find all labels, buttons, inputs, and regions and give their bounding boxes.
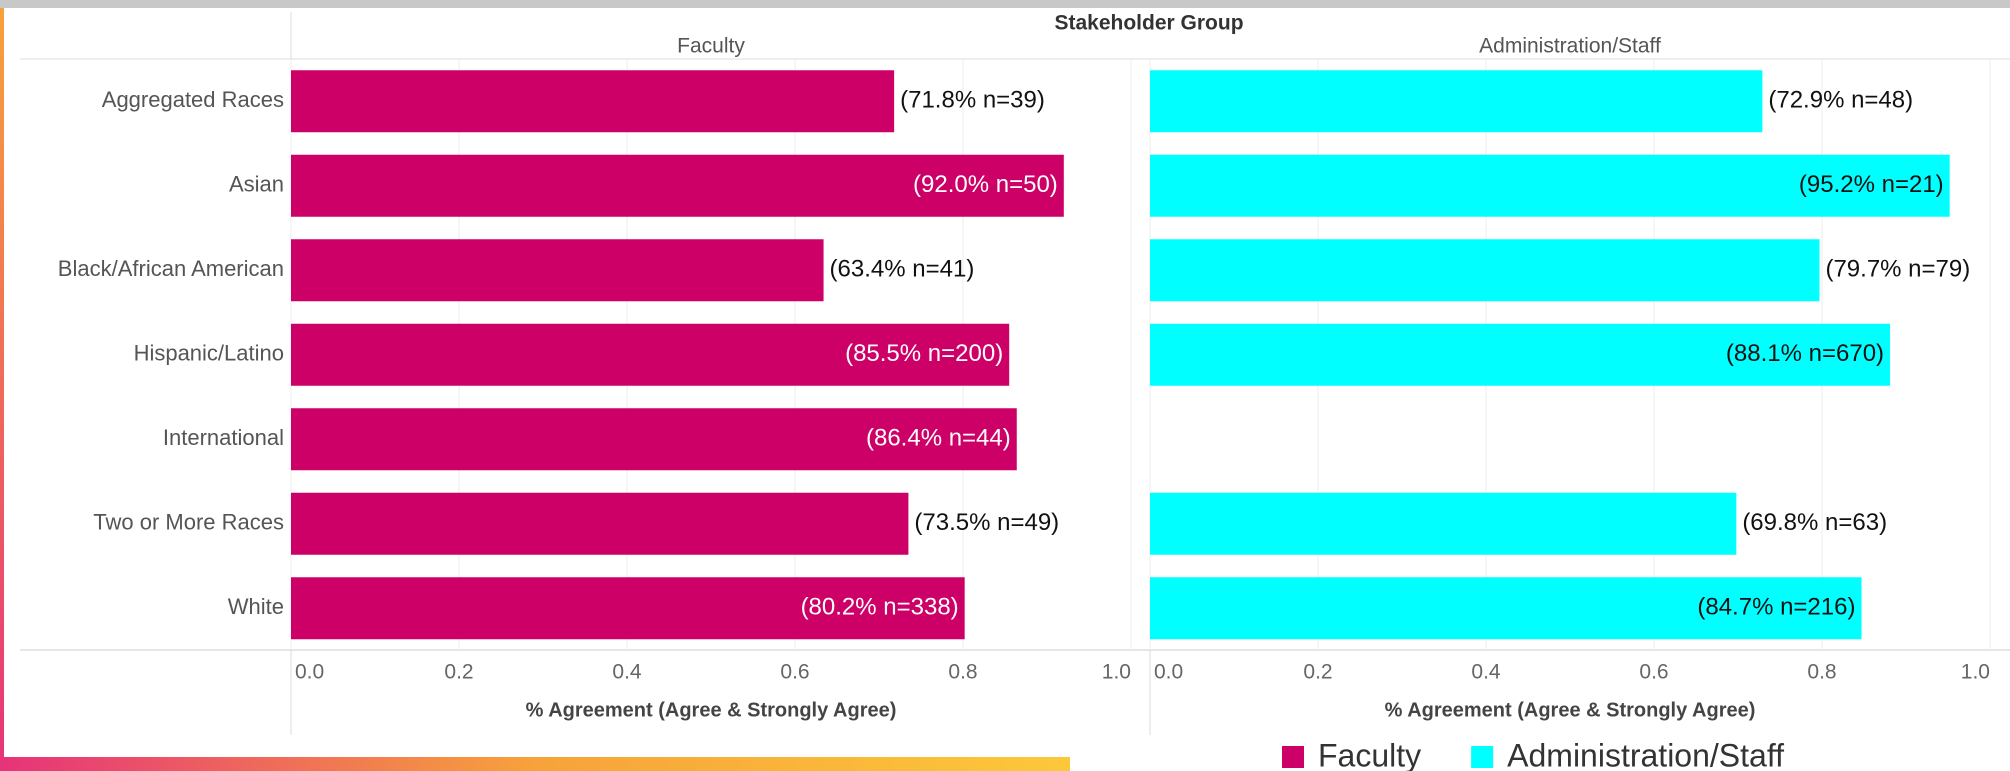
value-label: (92.0% n=50) <box>913 171 1058 198</box>
category-label: Hispanic/Latino <box>134 341 284 366</box>
x-tick-label: 0.4 <box>612 661 642 684</box>
x-tick-label: 0.2 <box>444 661 473 684</box>
x-tick-label: 0.0 <box>295 661 324 684</box>
left-border <box>0 8 4 771</box>
x-tick-label: 0.6 <box>1639 661 1668 684</box>
bar <box>1150 492 1737 555</box>
top-bar <box>0 0 2010 8</box>
bar <box>291 154 1064 217</box>
bottom-bar <box>0 757 1070 771</box>
value-label: (85.5% n=200) <box>845 340 1003 367</box>
x-tick-label: 0.2 <box>1303 661 1332 684</box>
value-label: (84.7% n=216) <box>1697 594 1855 621</box>
x-tick-label: 0.6 <box>780 661 809 684</box>
bar <box>291 577 965 640</box>
legend-swatch <box>1282 746 1304 768</box>
value-label: (71.8% n=39) <box>900 87 1045 114</box>
bar <box>1150 239 1820 302</box>
value-label: (88.1% n=670) <box>1726 340 1884 367</box>
category-label: Aggregated Races <box>102 87 284 112</box>
panel-header: Faculty <box>677 35 745 58</box>
value-label: (86.4% n=44) <box>866 425 1011 452</box>
value-label: (72.9% n=48) <box>1768 87 1913 114</box>
category-label: Two or More Races <box>93 510 284 535</box>
x-axis-label: % Agreement (Agree & Strongly Agree) <box>1385 699 1756 721</box>
x-tick-label: 1.0 <box>1102 661 1131 684</box>
chart-title: Stakeholder Group <box>1054 12 1243 35</box>
legend-label: Administration/Staff <box>1507 737 1784 771</box>
legend-label: Faculty <box>1318 737 1421 771</box>
value-label: (80.2% n=338) <box>801 594 959 621</box>
legend-swatch <box>1471 746 1494 768</box>
bar <box>1150 577 1862 640</box>
bar <box>291 70 895 133</box>
value-label: (69.8% n=63) <box>1742 509 1887 536</box>
bar <box>1150 323 1891 386</box>
value-label: (79.7% n=79) <box>1825 256 1970 283</box>
category-label: White <box>228 594 284 619</box>
value-label: (73.5% n=49) <box>914 509 1059 536</box>
panel-header: Administration/Staff <box>1479 35 1661 58</box>
value-label: (63.4% n=41) <box>830 256 975 283</box>
category-label: Black/African American <box>58 256 284 281</box>
bar <box>291 408 1017 471</box>
bar <box>1150 154 1950 217</box>
x-tick-label: 0.8 <box>948 661 977 684</box>
category-label: International <box>163 425 284 450</box>
bar <box>291 239 824 302</box>
value-label: (95.2% n=21) <box>1799 171 1944 198</box>
bar <box>291 492 909 555</box>
category-label: Asian <box>229 172 284 197</box>
x-axis-label: % Agreement (Agree & Strongly Agree) <box>526 699 897 721</box>
bar <box>1150 70 1763 133</box>
x-tick-label: 0.0 <box>1154 661 1183 684</box>
x-tick-label: 0.8 <box>1807 661 1836 684</box>
x-tick-label: 0.4 <box>1471 661 1501 684</box>
bar <box>291 323 1010 386</box>
x-tick-label: 1.0 <box>1961 661 1990 684</box>
